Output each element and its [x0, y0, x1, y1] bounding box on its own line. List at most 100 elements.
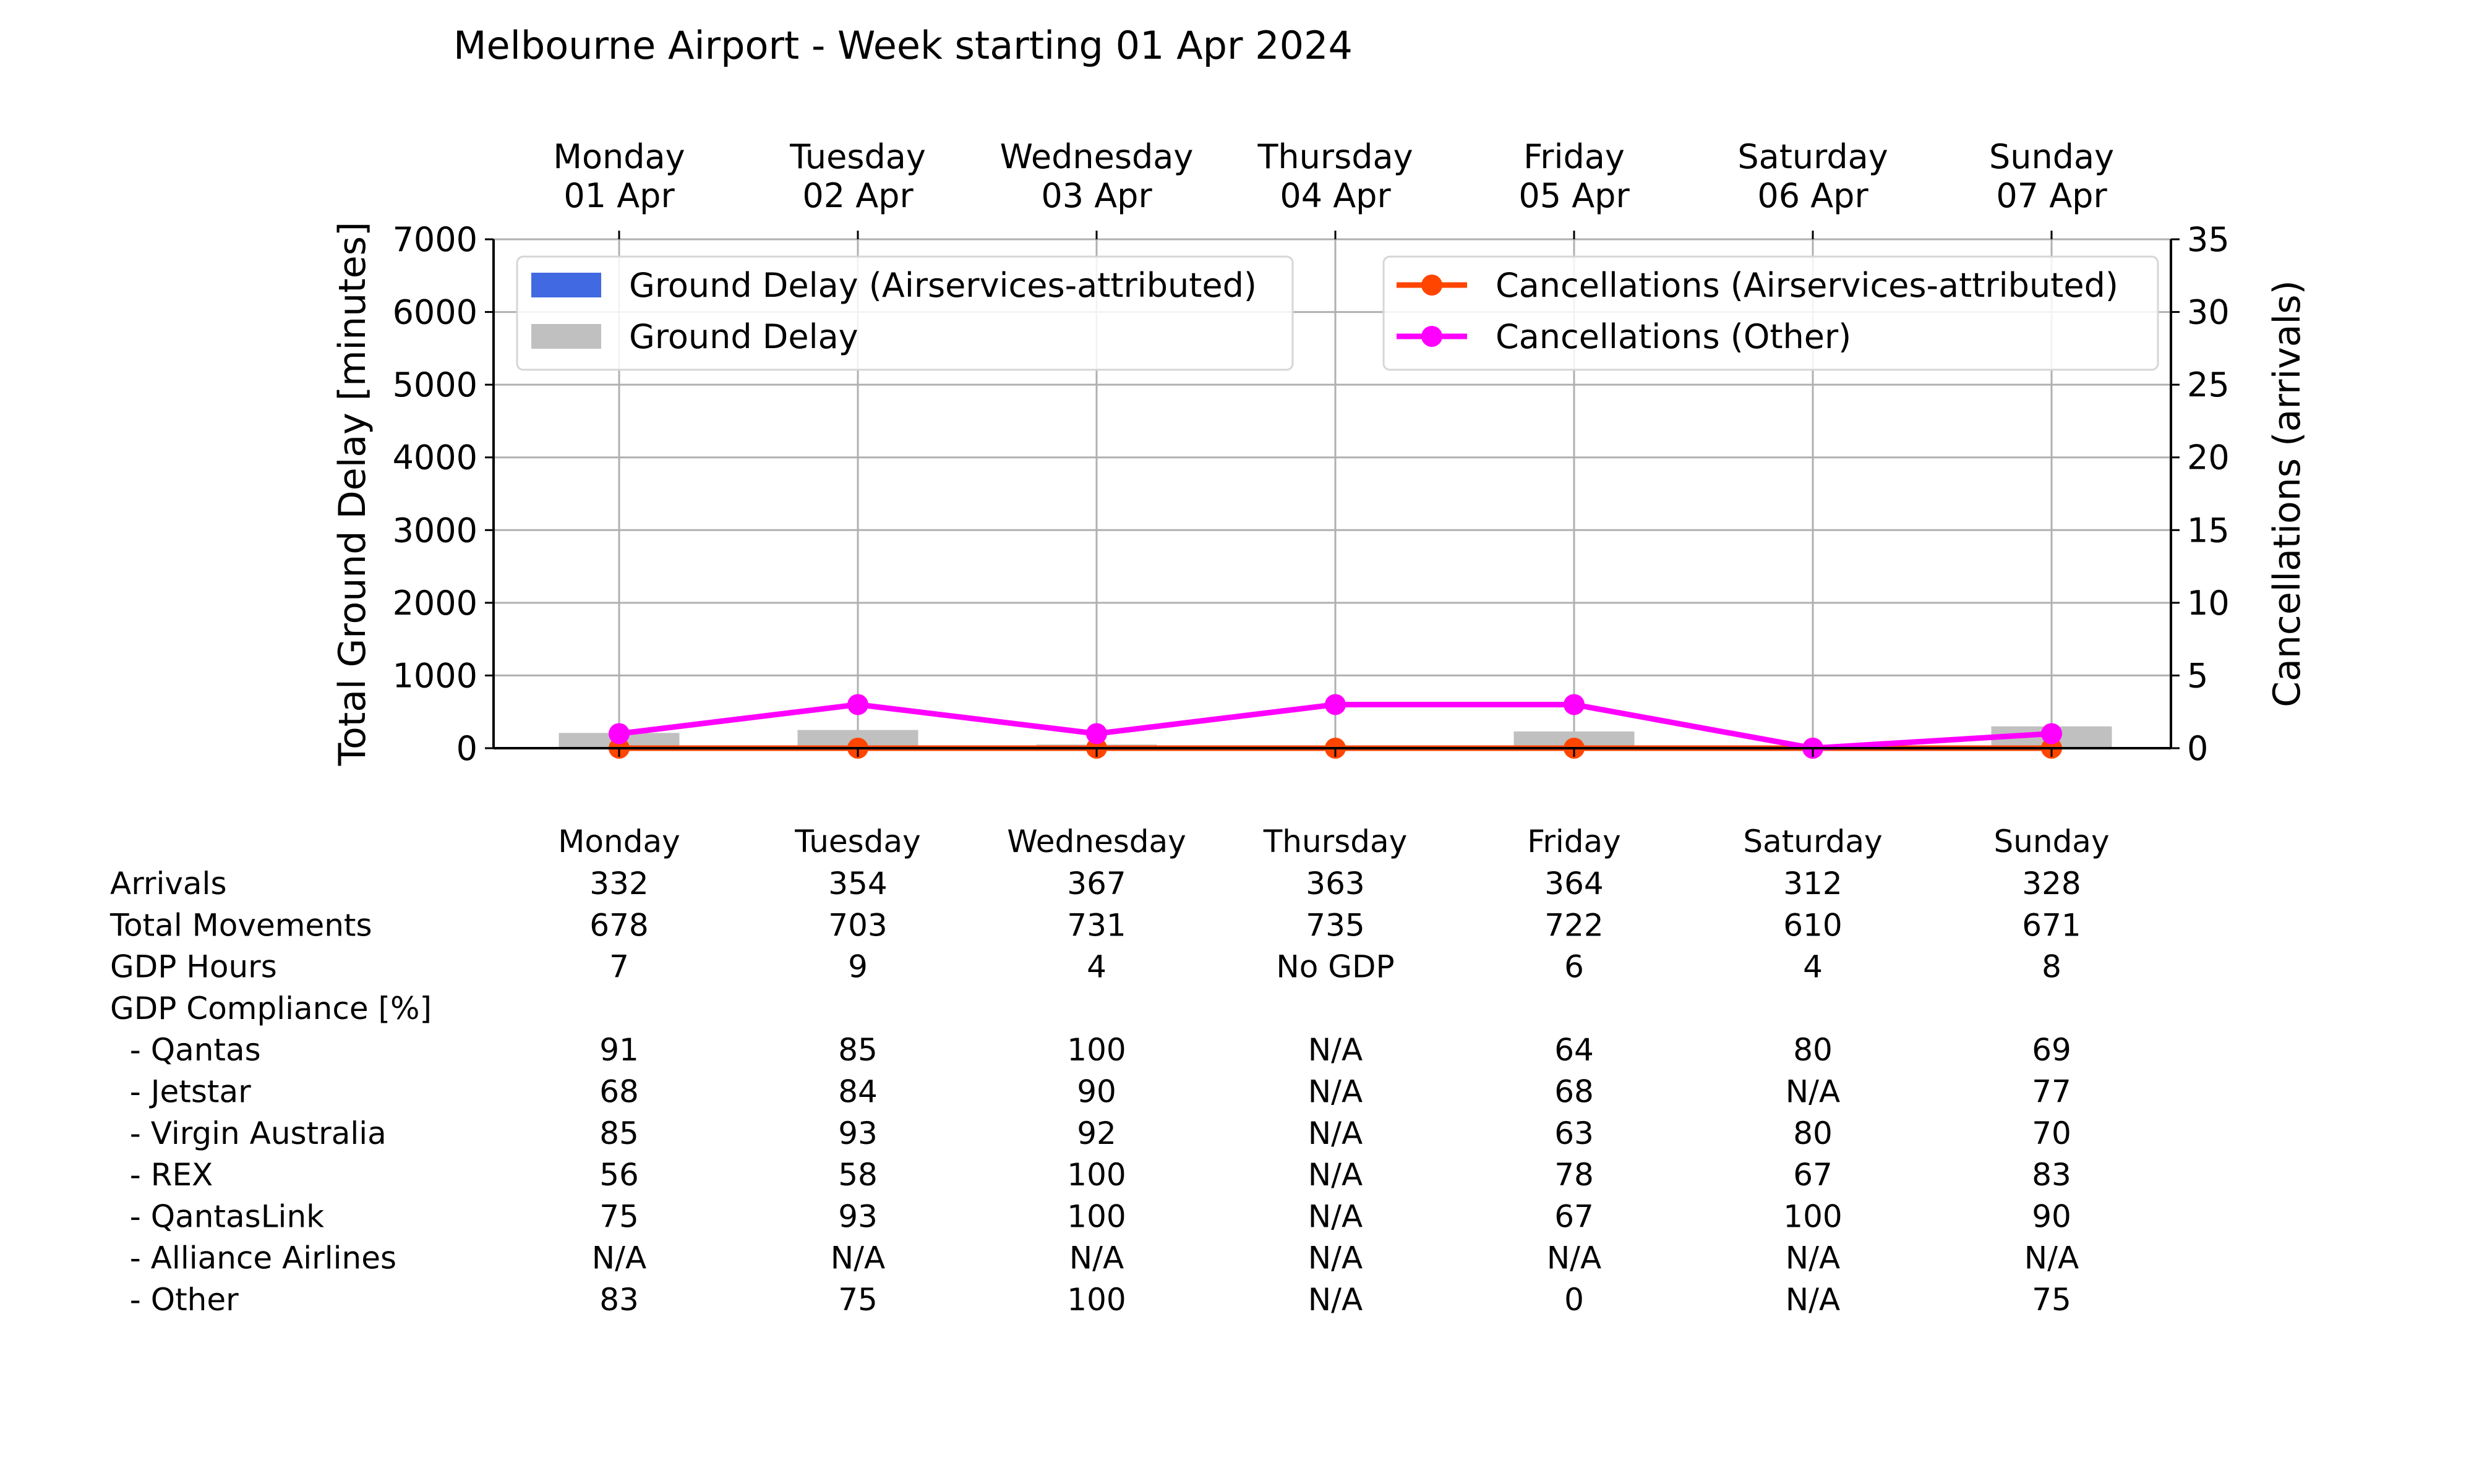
date-label: 04 Apr: [1280, 176, 1391, 215]
table-cell: 100: [1783, 1198, 1842, 1234]
table-row-label: GDP Hours: [110, 949, 277, 985]
table-cell: N/A: [1308, 1032, 1363, 1068]
table-cell: 100: [1067, 1157, 1126, 1193]
table-cell: 67: [1793, 1157, 1833, 1193]
table-row-label: - REX: [110, 1157, 213, 1193]
left-tick-label: 3000: [393, 511, 477, 550]
day-label: Monday: [553, 137, 685, 176]
table-cell: 8: [2042, 949, 2061, 985]
table-cell: 354: [828, 866, 887, 902]
table-cell: 68: [1554, 1074, 1594, 1110]
table-row-label: - Other: [110, 1282, 239, 1318]
table-cell: 9: [848, 949, 868, 985]
table-cell: 4: [1087, 949, 1106, 985]
table-cell: 68: [599, 1074, 639, 1110]
table-column-header: Wednesday: [1007, 824, 1186, 859]
table-row-label: - Alliance Airlines: [110, 1240, 396, 1276]
day-label: Thursday: [1257, 137, 1413, 176]
legend-label: Ground Delay: [629, 317, 858, 356]
stats-table: Monday Tuesday Wednesday Thursday Friday Satu…: [109, 824, 2110, 1318]
table-cell: N/A: [1308, 1282, 1363, 1318]
date-label: 01 Apr: [563, 176, 675, 215]
table-cell: N/A: [1786, 1074, 1840, 1110]
left-tick-label: 6000: [393, 293, 477, 332]
table-cell: 85: [838, 1032, 878, 1068]
table-cell: 64: [1554, 1032, 1594, 1068]
table-cell: 58: [838, 1157, 878, 1193]
table-cell: 56: [599, 1157, 639, 1193]
table-column-header: Tuesday: [794, 824, 920, 859]
left-tick-label: 7000: [393, 220, 477, 259]
date-label: 03 Apr: [1041, 176, 1152, 215]
table-cell: 4: [1803, 949, 1823, 985]
table-cell: 671: [2022, 907, 2081, 943]
table-cell: 77: [2032, 1074, 2071, 1110]
legend-label: Ground Delay (Airservices-attributed): [629, 266, 1257, 305]
y2-axis-label: Cancellations (arrivals): [2266, 280, 2309, 707]
day-label: Friday: [1523, 137, 1625, 176]
table-cell: 100: [1067, 1282, 1126, 1318]
table-cell: 92: [1077, 1115, 1116, 1151]
legend-swatch: [531, 324, 601, 349]
chart-title: Melbourne Airport - Week starting 01 Apr…: [453, 23, 1353, 68]
left-tick-label: 1000: [393, 656, 477, 695]
table-cell: 735: [1306, 907, 1364, 943]
table-cell: 90: [1077, 1074, 1116, 1110]
table-cell: 83: [599, 1282, 639, 1318]
date-label: 06 Apr: [1757, 176, 1868, 215]
table-cell: 90: [2032, 1198, 2071, 1234]
table-cell: 83: [2032, 1157, 2071, 1193]
day-label: Tuesday: [789, 137, 926, 176]
right-tick-label: 30: [2187, 293, 2230, 332]
right-tick-label: 25: [2187, 365, 2230, 404]
table-cell: N/A: [1308, 1115, 1363, 1151]
table-cell: 363: [1306, 866, 1364, 902]
table-row-label: - Jetstar: [110, 1074, 251, 1110]
table-cell: 70: [2032, 1115, 2071, 1151]
table-column-header: Monday: [558, 824, 680, 859]
table-cell: 0: [1564, 1282, 1584, 1318]
table-column-header: Thursday: [1263, 824, 1408, 859]
table-cell: 63: [1554, 1115, 1594, 1151]
legend-box: [1382, 255, 2159, 371]
table-cell: N/A: [1308, 1074, 1363, 1110]
left-tick-label: 2000: [393, 584, 477, 623]
table-cell: 93: [838, 1115, 878, 1151]
right-tick-label: 20: [2187, 438, 2230, 477]
cancellation-point: [609, 723, 630, 744]
left-tick-label: 0: [456, 729, 477, 768]
table-cell: 80: [1793, 1115, 1833, 1151]
table-cell: 67: [1554, 1198, 1594, 1234]
table-cell: N/A: [1069, 1240, 1124, 1276]
table-cell: 78: [1554, 1157, 1594, 1193]
left-tick-label: 5000: [393, 365, 477, 404]
table-cell: N/A: [1308, 1240, 1363, 1276]
table-cell: N/A: [1547, 1240, 1601, 1276]
table-cell: 80: [1793, 1032, 1833, 1068]
table-cell: 328: [2022, 866, 2081, 902]
right-tick-label: 5: [2187, 656, 2208, 695]
table-cell: N/A: [1308, 1157, 1363, 1193]
legends: Ground Delay (Airservices-attributed) Gro…: [516, 255, 2159, 371]
table-cell: N/A: [1786, 1282, 1840, 1318]
table-cell: 75: [2032, 1282, 2071, 1318]
date-label: 02 Apr: [802, 176, 914, 215]
right-tick-label: 35: [2187, 220, 2230, 259]
table-cell: 100: [1067, 1198, 1126, 1234]
legend-swatch: [531, 273, 601, 297]
table-cell: 367: [1067, 866, 1126, 902]
date-label: 07 Apr: [1996, 176, 2107, 215]
table-cell: 84: [838, 1074, 878, 1110]
cancellation-point: [2041, 723, 2062, 744]
legend-box: [516, 255, 1294, 371]
table-column-header: Saturday: [1743, 824, 1882, 859]
table-row-label: - Virgin Australia: [110, 1115, 387, 1151]
y-axis-label: Total Ground Delay [minutes]: [331, 222, 374, 767]
table-row-label: Total Movements: [109, 907, 372, 943]
cancellation-point: [1564, 694, 1585, 715]
table-cell: 100: [1067, 1032, 1126, 1068]
table-cell: 610: [1783, 907, 1842, 943]
left-tick-label: 4000: [393, 438, 477, 477]
table-cell: 703: [828, 907, 887, 943]
